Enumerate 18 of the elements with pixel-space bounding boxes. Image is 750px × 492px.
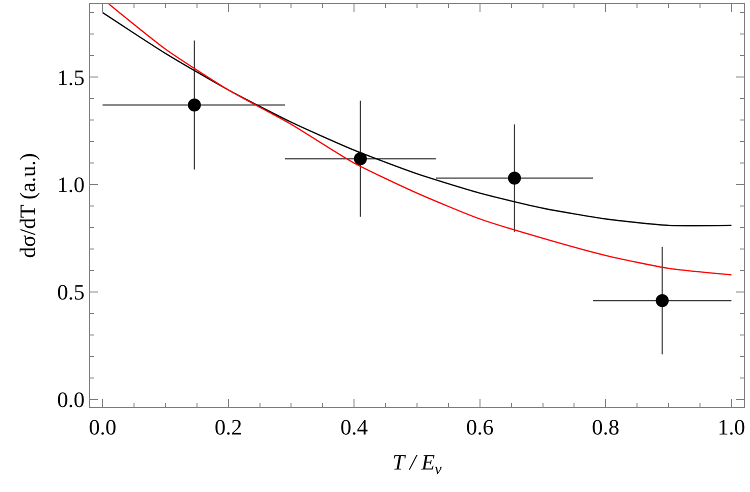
y-tick-label: 1.0 (57, 172, 85, 198)
y-tick-label: 0.0 (57, 387, 85, 412)
point (188, 98, 201, 112)
line-series (102, 12, 732, 226)
x-tick-label: 0.2 (214, 414, 242, 440)
y-tick-label: 0.5 (57, 280, 85, 305)
x-tick-label: 1.0 (718, 414, 746, 440)
line-series (108, 4, 732, 276)
x-axis-title: T / E$_{ν}$ (392, 449, 442, 478)
y-tick-label: 1.5 (57, 64, 85, 90)
x-tick-label: 0.6 (466, 414, 494, 440)
x-tick-label: 0.0 (88, 414, 116, 440)
x-tick-label: 0.4 (340, 414, 368, 440)
point (656, 294, 669, 308)
point (508, 172, 521, 185)
point (354, 152, 367, 166)
x-tick-label: 0.8 (592, 414, 620, 440)
y-axis-title: dσ/dT (a.u.) (14, 153, 40, 258)
